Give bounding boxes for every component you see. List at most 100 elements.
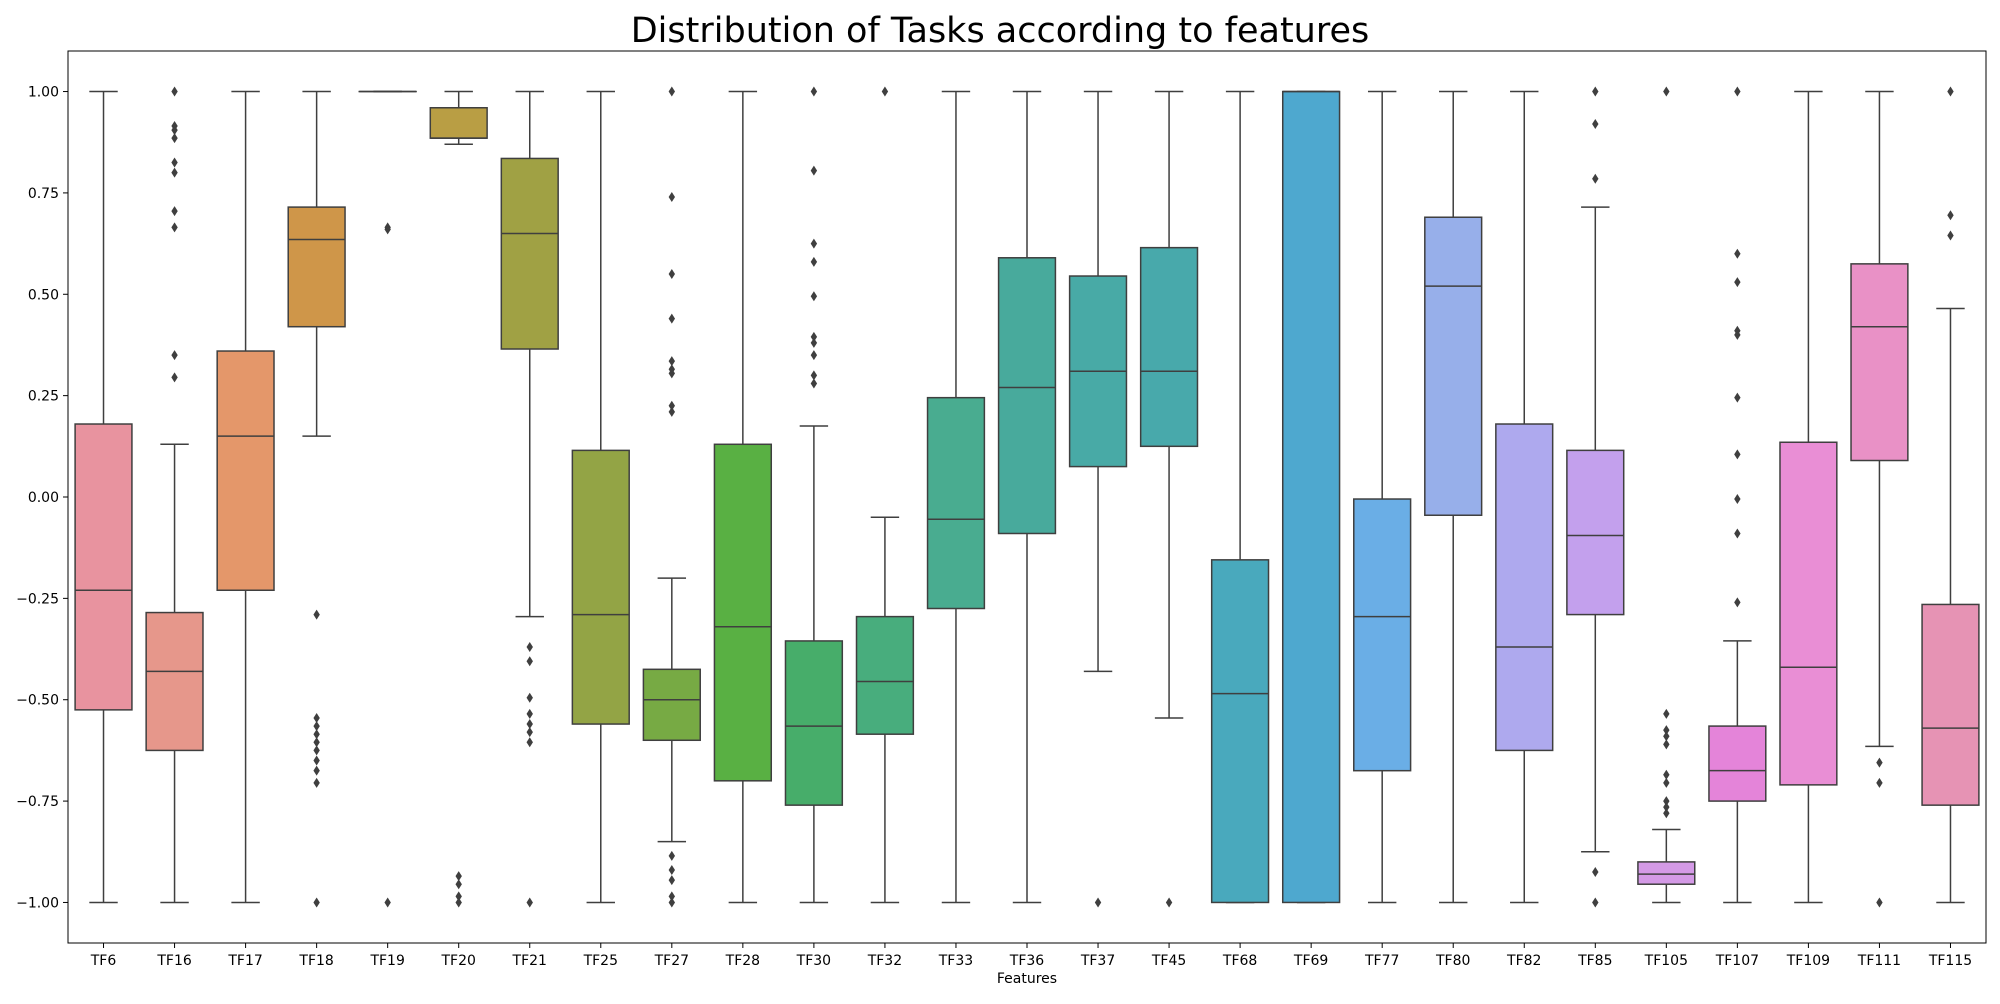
y-tick-label: −0.75 (16, 794, 59, 810)
outlier-point (1592, 119, 1598, 129)
outlier-point (1592, 87, 1598, 97)
outlier-point (313, 766, 319, 776)
box-tf69 (1283, 92, 1340, 903)
x-tick-label: TF20 (440, 953, 475, 969)
outlier-point (1734, 393, 1740, 403)
box-group-tf6 (75, 92, 132, 903)
x-tick-label: TF17 (227, 953, 262, 969)
outlier-point (1876, 897, 1882, 907)
outlier-point (1166, 897, 1172, 907)
outlier-point (1734, 249, 1740, 259)
x-tick-label: TF111 (1857, 953, 1901, 969)
outlier-point (811, 370, 817, 380)
box-group-tf19 (359, 92, 416, 908)
box-group-tf45 (1141, 92, 1198, 908)
box-group-tf107 (1709, 87, 1766, 903)
box-group-tf28 (714, 92, 771, 903)
outlier-point (1663, 778, 1669, 788)
outlier-point (171, 87, 177, 97)
outlier-point (171, 372, 177, 382)
outlier-point (811, 87, 817, 97)
box-tf105 (1638, 862, 1695, 884)
outlier-point (313, 745, 319, 755)
y-tick-label: 1.00 (28, 85, 59, 101)
box-group-tf36 (999, 92, 1056, 903)
x-tick-label: TF25 (583, 953, 618, 969)
x-tick-label: TF69 (1293, 953, 1328, 969)
outlier-point (1734, 449, 1740, 459)
outlier-point (171, 350, 177, 360)
y-tick-label: 0.00 (28, 490, 59, 506)
box-group-tf68 (1212, 92, 1269, 903)
x-tick-label: TF27 (654, 953, 689, 969)
outlier-point (1734, 277, 1740, 287)
box-tf111 (1851, 264, 1908, 461)
x-tick-label: TF105 (1644, 953, 1688, 969)
outlier-point (456, 897, 462, 907)
x-tick-label: TF16 (156, 953, 192, 969)
outlier-point (1947, 210, 1953, 220)
outlier-point (527, 897, 533, 907)
outlier-point (527, 737, 533, 747)
outlier-point (669, 87, 675, 97)
outlier-point (669, 192, 675, 202)
box-group-tf30 (785, 87, 842, 903)
x-tick-label: TF77 (1364, 953, 1399, 969)
outlier-point (811, 291, 817, 301)
y-tick-label: 0.50 (28, 287, 59, 303)
x-tick-label: TF21 (512, 953, 547, 969)
outlier-point (1734, 87, 1740, 97)
box-group-tf80 (1425, 92, 1482, 903)
outlier-point (811, 166, 817, 176)
box-tf28 (714, 444, 771, 781)
x-tick-label: TF68 (1222, 953, 1257, 969)
outlier-point (527, 727, 533, 737)
outlier-point (669, 401, 675, 411)
box-group-tf37 (1070, 92, 1127, 908)
outlier-point (527, 693, 533, 703)
y-tick-label: −1.00 (16, 895, 59, 911)
box-group-tf27 (643, 87, 700, 908)
boxes-layer (75, 87, 1979, 908)
outlier-point (527, 709, 533, 719)
x-tick-label: TF33 (938, 953, 973, 969)
box-group-tf105 (1638, 87, 1695, 903)
outlier-point (669, 314, 675, 324)
x-tick-label: TF107 (1715, 953, 1759, 969)
y-tick-label: −0.25 (16, 591, 59, 607)
box-group-tf21 (501, 92, 558, 908)
box-tf21 (501, 158, 558, 349)
box-tf107 (1709, 726, 1766, 801)
outlier-point (527, 642, 533, 652)
outlier-point (669, 897, 675, 907)
box-tf36 (999, 258, 1056, 534)
box-tf77 (1354, 499, 1411, 771)
outlier-point (1663, 709, 1669, 719)
x-tick-label: TF80 (1435, 953, 1470, 969)
x-tick-label: TF37 (1080, 953, 1115, 969)
box-tf109 (1780, 442, 1837, 785)
outlier-point (171, 206, 177, 216)
box-tf80 (1425, 217, 1482, 515)
box-tf82 (1496, 424, 1553, 750)
x-tick-label: TF85 (1577, 953, 1612, 969)
outlier-point (669, 356, 675, 366)
outlier-point (1734, 528, 1740, 538)
outlier-point (313, 756, 319, 766)
outlier-point (882, 87, 888, 97)
x-tick-label: TF28 (725, 953, 760, 969)
box-tf17 (217, 351, 274, 590)
y-tick-label: −0.50 (16, 693, 59, 709)
y-tick-label: 0.25 (28, 389, 59, 405)
x-tick-label: TF32 (867, 953, 902, 969)
box-tf68 (1212, 560, 1269, 903)
box-group-tf69 (1283, 92, 1340, 903)
box-group-tf85 (1567, 87, 1624, 908)
box-group-tf18 (288, 92, 345, 908)
box-tf30 (785, 641, 842, 805)
box-tf115 (1922, 604, 1979, 805)
box-group-tf32 (857, 87, 914, 903)
box-group-tf111 (1851, 92, 1908, 908)
